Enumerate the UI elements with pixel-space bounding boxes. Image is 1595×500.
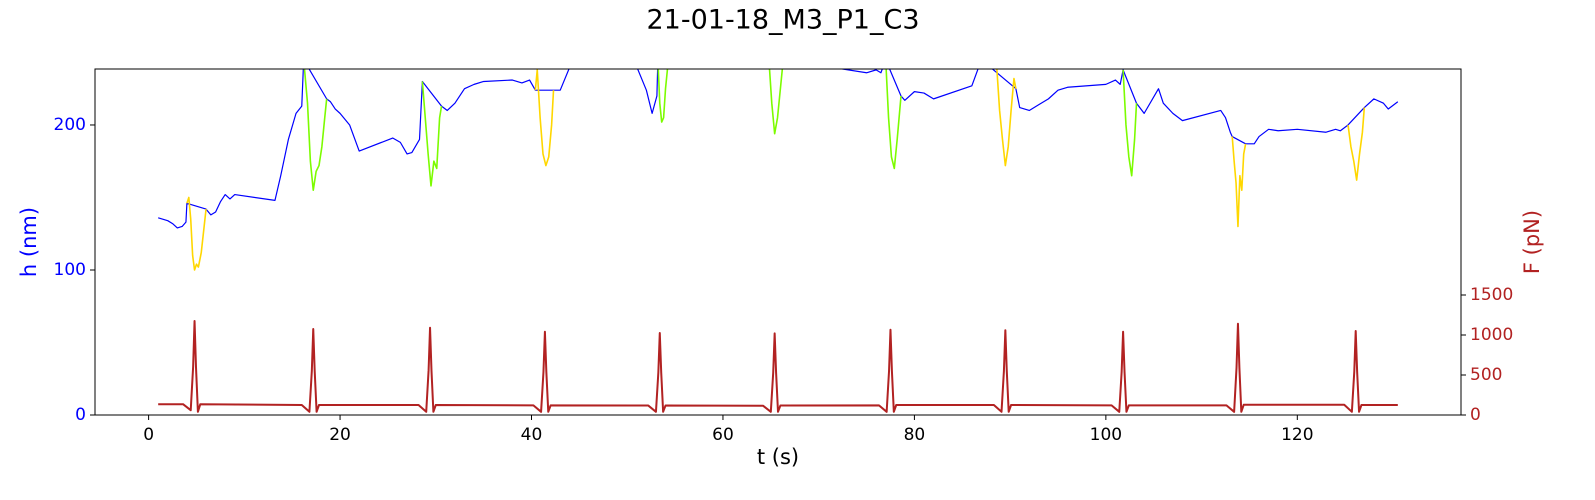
x-tick-label: 80	[904, 425, 926, 445]
data-line	[768, 69, 784, 135]
x-tick-label: 60	[712, 425, 734, 445]
chart-title: 21-01-18_M3_P1_C3	[646, 5, 919, 36]
y-tick-label: 100	[54, 260, 86, 280]
x-tick-label: 120	[1281, 425, 1313, 445]
y2-tick-label: 0	[1470, 405, 1481, 425]
data-line	[158, 69, 1399, 229]
plot-area	[158, 69, 1399, 413]
data-line	[885, 69, 902, 170]
x-tick-label: 0	[143, 425, 154, 445]
data-line	[303, 69, 328, 192]
y-tick-label: 200	[54, 115, 86, 135]
y2-tick-label: 1000	[1470, 325, 1513, 345]
y-axis-label: h (nm)	[17, 207, 41, 277]
data-line	[996, 69, 1017, 167]
plot-frame	[94, 68, 1462, 416]
y2-tick-label: 1500	[1470, 285, 1513, 305]
x-tick-label: 40	[521, 425, 543, 445]
data-line	[1231, 136, 1247, 228]
y-tick-label: 0	[75, 405, 86, 425]
x-axis-label: t (s)	[757, 445, 799, 469]
x-tick-label: 20	[329, 425, 351, 445]
data-line	[186, 196, 207, 271]
y2-axis-label: F (pN)	[1520, 210, 1544, 274]
data-line	[1122, 69, 1138, 177]
data-line	[158, 320, 1398, 413]
data-line	[1347, 107, 1366, 181]
data-line	[534, 69, 555, 167]
data-line	[421, 81, 443, 187]
x-tick-label: 100	[1090, 425, 1122, 445]
y2-tick-label: 500	[1470, 365, 1502, 385]
data-line	[657, 69, 669, 123]
